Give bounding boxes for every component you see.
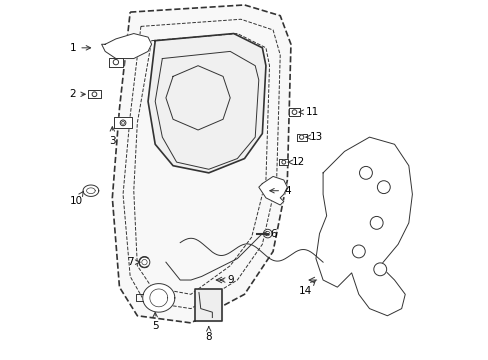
Polygon shape [112, 5, 290, 323]
Polygon shape [86, 188, 95, 194]
Polygon shape [88, 90, 101, 98]
Text: 7: 7 [126, 257, 140, 267]
Text: 3: 3 [109, 127, 115, 146]
Text: 14: 14 [298, 281, 315, 296]
Circle shape [369, 216, 382, 229]
Circle shape [92, 92, 97, 96]
Circle shape [352, 245, 365, 258]
Polygon shape [296, 134, 306, 141]
Polygon shape [315, 137, 411, 316]
Circle shape [281, 160, 285, 164]
Circle shape [113, 59, 118, 65]
Circle shape [373, 263, 386, 276]
Polygon shape [83, 185, 99, 197]
Text: 4: 4 [269, 186, 290, 196]
Text: 8: 8 [205, 327, 212, 342]
Text: 13: 13 [305, 132, 322, 142]
Circle shape [139, 257, 149, 267]
Text: 11: 11 [299, 107, 318, 117]
Circle shape [263, 229, 271, 238]
Text: 1: 1 [70, 43, 90, 53]
Text: 2: 2 [70, 89, 85, 99]
Text: 6: 6 [262, 229, 276, 239]
Text: 12: 12 [288, 157, 304, 167]
Polygon shape [288, 108, 299, 116]
Text: 10: 10 [70, 191, 83, 206]
Polygon shape [142, 284, 175, 312]
Polygon shape [102, 33, 151, 59]
Circle shape [291, 110, 296, 114]
Polygon shape [258, 176, 287, 205]
Polygon shape [195, 289, 222, 321]
Circle shape [377, 181, 389, 194]
Polygon shape [279, 159, 287, 165]
Circle shape [359, 166, 372, 179]
Polygon shape [148, 33, 265, 173]
Circle shape [120, 120, 125, 126]
Text: 5: 5 [152, 312, 158, 332]
Circle shape [299, 135, 303, 139]
Polygon shape [108, 58, 123, 67]
Polygon shape [114, 117, 132, 128]
Text: 9: 9 [220, 275, 233, 285]
